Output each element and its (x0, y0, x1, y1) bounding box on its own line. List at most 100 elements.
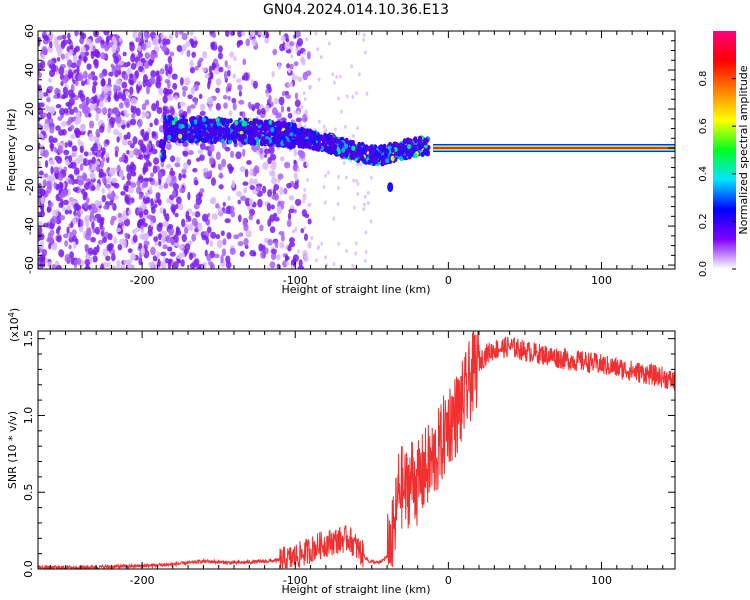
noise-speckle (190, 38, 195, 48)
colorbar-tick-label: 0.2 (698, 213, 709, 229)
noise-speckle (89, 103, 96, 111)
noise-speckle (249, 167, 254, 177)
noise-speckle (270, 170, 276, 178)
noise-speckle (246, 160, 252, 165)
track-cell (402, 155, 407, 161)
noise-speckle (273, 216, 280, 222)
noise-speckle (84, 259, 91, 266)
noise-speckle (224, 146, 231, 152)
noise-speckle (172, 183, 180, 190)
noise-speckle (253, 165, 260, 173)
noise-speckle (71, 145, 78, 153)
track-cell (220, 129, 225, 135)
noise-speckle (186, 49, 191, 58)
track-cell (339, 153, 344, 159)
noise-speckle (91, 220, 95, 230)
noise-speckle (132, 234, 138, 243)
noise-speckle (193, 40, 198, 45)
noise-speckle (364, 258, 367, 263)
noise-speckle (239, 250, 245, 257)
noise-speckle (305, 109, 309, 114)
noise-speckle (176, 196, 182, 205)
noise-speckle (127, 61, 131, 67)
noise-speckle (344, 124, 347, 129)
noise-speckle (265, 247, 269, 255)
noise-speckle (264, 104, 270, 112)
track-cell (373, 155, 378, 161)
noise-speckle (217, 45, 223, 53)
noise-speckle (199, 154, 205, 161)
noise-speckle (201, 213, 209, 222)
noise-speckle (178, 31, 184, 35)
noise-speckle (308, 84, 312, 90)
noise-speckle (199, 142, 206, 151)
noise-speckle (40, 195, 45, 205)
noise-speckle (317, 77, 321, 82)
track-cell (407, 144, 412, 150)
noise-speckle (290, 46, 293, 51)
noise-speckle (252, 145, 258, 153)
track-cell (300, 142, 305, 149)
noise-speckle (101, 194, 107, 203)
noise-speckle (167, 55, 173, 64)
noise-speckle (354, 178, 358, 183)
noise-speckle (38, 91, 44, 99)
noise-speckle (249, 249, 256, 257)
noise-speckle (201, 66, 207, 73)
noise-speckle (130, 253, 136, 261)
track-cell (174, 116, 179, 122)
noise-speckle (136, 180, 141, 187)
noise-speckle (71, 151, 78, 158)
noise-speckle (158, 184, 164, 190)
track-cell (377, 151, 382, 157)
noise-speckle (242, 58, 247, 66)
noise-speckle (167, 73, 172, 80)
noise-speckle (105, 86, 112, 92)
track-cell (163, 135, 168, 142)
noise-speckle (351, 94, 355, 99)
noise-speckle (359, 162, 363, 167)
noise-speckle (129, 118, 137, 126)
track-cell (213, 130, 218, 136)
noise-speckle (271, 160, 277, 167)
noise-speckle (79, 163, 84, 172)
noise-speckle (58, 249, 65, 258)
noise-speckle (111, 253, 116, 262)
noise-speckle (343, 31, 347, 34)
track-cell (295, 134, 300, 140)
colorbar-ticks: 0.0 0.2 0.4 0.6 0.8 (698, 71, 736, 277)
noise-speckle (238, 90, 243, 97)
noise-speckle (161, 45, 168, 52)
track-cell (202, 126, 207, 132)
noise-speckle (179, 101, 186, 107)
track-cell (167, 134, 172, 140)
noise-speckle (72, 216, 77, 225)
noise-speckle (143, 240, 150, 246)
noise-speckle (219, 208, 223, 218)
track-cell (196, 132, 201, 138)
noise-speckle (68, 244, 72, 250)
noise-speckle (79, 31, 85, 37)
track-cell (234, 120, 239, 126)
noise-speckle (121, 138, 128, 146)
noise-speckle (121, 93, 127, 102)
noise-speckle (180, 218, 186, 228)
noise-speckle (143, 222, 148, 228)
noise-speckle (51, 243, 58, 251)
noise-speckle (316, 47, 320, 52)
noise-speckle (116, 259, 121, 269)
noise-speckle (54, 260, 60, 266)
noise-speckle (68, 209, 72, 215)
track-cell (329, 134, 334, 140)
track-cell (257, 120, 262, 126)
noise-speckle (160, 235, 166, 244)
noise-speckle (332, 80, 336, 85)
noise-speckle (123, 134, 129, 140)
noise-speckle (67, 73, 74, 79)
noise-speckle (83, 191, 88, 198)
snr-ylabel: SNR (10 * v/v) (6, 411, 19, 489)
track-cell (343, 143, 348, 149)
noise-speckle (132, 31, 138, 40)
noise-speckle (58, 202, 64, 208)
noise-speckle (318, 119, 321, 124)
